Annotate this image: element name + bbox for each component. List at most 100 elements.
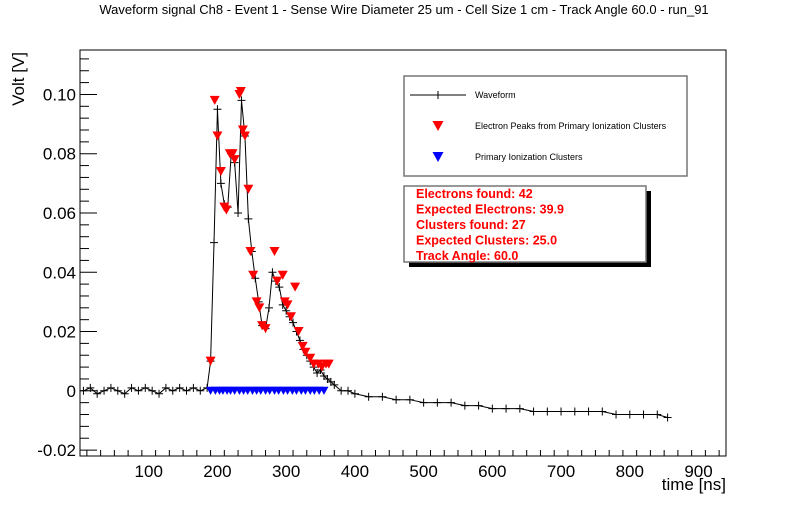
- electron-peak-marker: [209, 95, 220, 105]
- waveform-point: [148, 386, 157, 395]
- electron-peak-marker: [229, 155, 240, 165]
- waveform-point: [155, 389, 164, 398]
- waveform-point: [175, 383, 184, 392]
- waveform-point: [282, 306, 291, 315]
- electron-peak-marker: [221, 205, 232, 215]
- electron-peak-marker: [227, 149, 238, 159]
- electron-peak-marker: [323, 359, 334, 369]
- y-axis: -0.02 0 0.02 0.04 0.06 0.08 0.10: [37, 58, 97, 460]
- x-axis: 100 200 300 400 500 600 700 800 900: [86, 450, 720, 481]
- stats-line: Expected Electrons: 39.9: [416, 203, 564, 217]
- y-tick-label: 0.04: [43, 263, 76, 282]
- waveform-point: [275, 283, 284, 292]
- waveform-point: [196, 386, 205, 395]
- waveform-point: [557, 407, 566, 416]
- x-tick-label: 600: [478, 462, 506, 481]
- legend-waveform-marker: [434, 91, 442, 99]
- y-tick-label: 0.02: [43, 323, 76, 342]
- electron-peak-marker: [269, 247, 280, 257]
- electron-peak-marker: [237, 125, 248, 135]
- waveform-point: [598, 407, 607, 416]
- waveform-point: [433, 398, 442, 407]
- waveform-point: [653, 410, 662, 419]
- waveform-point: [337, 386, 346, 395]
- waveform-point: [234, 208, 243, 217]
- x-tick-label: 100: [135, 462, 163, 481]
- legend: Waveform Electron Peaks from Primary Ioni…: [403, 75, 688, 177]
- waveform-point: [364, 392, 373, 401]
- x-tick-label: 200: [203, 462, 231, 481]
- waveform-point: [405, 395, 414, 404]
- waveform-point: [268, 268, 277, 277]
- waveform-point: [625, 410, 634, 419]
- waveform-point: [350, 389, 359, 398]
- legend-box: [403, 75, 688, 177]
- stats-line: Electrons found: 42: [416, 187, 533, 201]
- x-tick-label: 900: [684, 462, 712, 481]
- x-tick-label: 700: [547, 462, 575, 481]
- waveform-point: [515, 404, 524, 413]
- electron-peak-marker: [282, 300, 293, 310]
- x-tick-label: 800: [616, 462, 644, 481]
- waveform-point: [663, 413, 672, 422]
- electron-peak-marker: [260, 324, 271, 334]
- waveform-point: [392, 395, 401, 404]
- y-tick-label: 0.06: [43, 204, 76, 223]
- legend-label: Electron Peaks from Primary Ionization C…: [475, 121, 667, 131]
- waveform-point: [639, 410, 648, 419]
- x-tick-label: 400: [341, 462, 369, 481]
- electron-peak-marker: [293, 327, 304, 337]
- electron-peak-marker: [205, 356, 216, 366]
- stats-line: Clusters found: 27: [416, 218, 526, 232]
- x-tick-label: 500: [409, 462, 437, 481]
- waveform-point: [237, 96, 246, 105]
- electron-peak-marker: [305, 353, 316, 363]
- waveform-point: [244, 214, 253, 223]
- electron-peak-marker: [300, 347, 311, 357]
- electron-peak-marker: [248, 270, 259, 280]
- y-tick-label: 0.10: [43, 85, 76, 104]
- waveform-point: [612, 410, 621, 419]
- waveform-point: [189, 383, 198, 392]
- waveform-point: [330, 380, 339, 389]
- waveform-point: [127, 383, 136, 392]
- legend-peak-marker: [432, 121, 444, 131]
- cluster-marker: [319, 386, 329, 395]
- waveform-point: [213, 105, 222, 114]
- waveform-line: [83, 100, 668, 418]
- legend-label: Primary Ionization Clusters: [475, 152, 583, 162]
- waveform-point: [502, 404, 511, 413]
- electron-peak-marker: [243, 184, 254, 194]
- y-tick-label: 0.08: [43, 145, 76, 164]
- waveform-point: [264, 303, 273, 312]
- chart-title: Waveform signal Ch8 - Event 1 - Sense Wi…: [99, 2, 708, 17]
- electron-peak-marker: [290, 282, 301, 292]
- electron-peak-marker: [277, 270, 288, 280]
- electron-peak-marker: [285, 312, 296, 322]
- stats-box: Electrons found: 42 Expected Electrons: 3…: [403, 185, 651, 267]
- electron-peak-marker: [251, 297, 262, 307]
- legend-cluster-marker: [432, 152, 444, 162]
- x-axis-label: time [ns]: [662, 475, 726, 494]
- electron-peak-marker: [212, 131, 223, 141]
- waveform-point: [289, 318, 298, 327]
- waveform-point: [210, 238, 219, 247]
- waveform-point: [86, 383, 95, 392]
- waveform-point: [141, 383, 150, 392]
- waveform-point: [106, 383, 115, 392]
- waveform-point: [570, 407, 579, 416]
- y-tick-label: -0.02: [37, 441, 76, 460]
- y-axis-label: Volt [V]: [9, 52, 28, 106]
- waveform-point: [182, 386, 191, 395]
- waveform-point: [529, 407, 538, 416]
- stats-line: Track Angle: 60.0: [416, 249, 518, 263]
- waveform-point: [100, 386, 109, 395]
- waveform-point: [474, 401, 483, 410]
- waveform-point: [460, 401, 469, 410]
- waveform-point: [344, 386, 353, 395]
- waveform-point: [134, 386, 143, 395]
- y-tick-label: 0: [67, 382, 76, 401]
- x-tick-label: 300: [272, 462, 300, 481]
- waveform-point: [168, 386, 177, 395]
